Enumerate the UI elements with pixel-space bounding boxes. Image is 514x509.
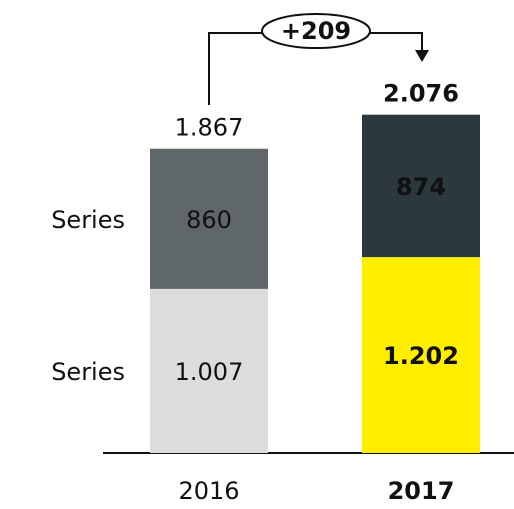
series-label: Series bbox=[51, 358, 125, 386]
total-label: 1.867 bbox=[175, 114, 244, 142]
bar-segment bbox=[362, 114, 480, 258]
x-tick-label: 2016 bbox=[178, 477, 239, 505]
bar-segment bbox=[150, 288, 268, 453]
value-label: 1.007 bbox=[175, 358, 244, 386]
value-label: 1.202 bbox=[383, 342, 459, 370]
bar-segment bbox=[150, 148, 268, 289]
x-tick-label: 2017 bbox=[388, 477, 455, 505]
arrow-head bbox=[415, 50, 429, 62]
total-label: 2.076 bbox=[383, 80, 459, 108]
value-label: 874 bbox=[396, 173, 446, 201]
annotation-ellipse bbox=[261, 13, 371, 49]
annotation: +209 bbox=[281, 17, 351, 45]
series-label: Series bbox=[51, 206, 125, 234]
value-label: 860 bbox=[186, 206, 232, 234]
bar-segment bbox=[362, 257, 480, 453]
difference-arrow bbox=[208, 32, 423, 105]
